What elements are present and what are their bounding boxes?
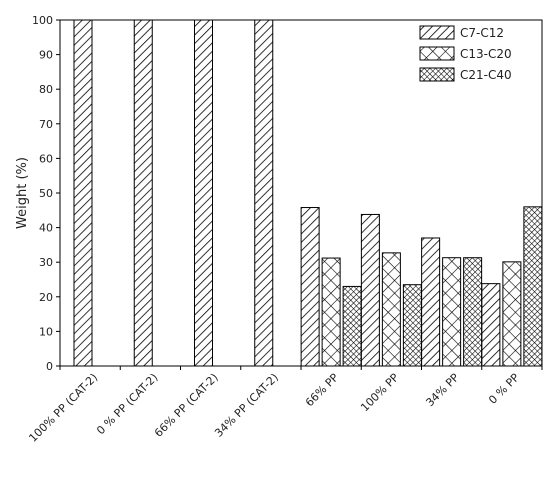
- y-tick-label: 10: [39, 325, 53, 338]
- legend-label-c13-c20: C13-C20: [460, 47, 512, 61]
- y-tick-label: 60: [39, 152, 53, 165]
- bar-c13-c20-7: [502, 261, 522, 367]
- bar-c21-c40-7: [523, 206, 543, 367]
- bar-c21-c40-4: [342, 285, 362, 367]
- x-tick-label: 100% PP: [358, 371, 402, 415]
- y-tick-label: 90: [39, 49, 53, 62]
- legend-swatch-c21-c40: [419, 67, 455, 82]
- y-tick-label: 40: [39, 222, 53, 235]
- x-tick-label: 0 % PP: [486, 371, 522, 407]
- bar-c7-c12-3: [254, 19, 274, 367]
- bar-c7-c12-0: [73, 19, 93, 367]
- legend-label-c7-c12: C7-C12: [460, 26, 504, 40]
- bar-c7-c12-5: [360, 213, 380, 367]
- bar-c7-c12-1: [133, 19, 153, 367]
- x-tick-label: 66% PP (CAT-2): [152, 371, 221, 440]
- bar-c7-c12-6: [421, 237, 441, 367]
- bar-c13-c20-4: [321, 257, 341, 367]
- bar-c21-c40-6: [463, 257, 483, 367]
- y-axis-title: Weight (%): [15, 157, 30, 229]
- bar-c13-c20-5: [381, 252, 401, 367]
- y-tick-label: 100: [32, 14, 53, 27]
- bar-c7-c12-7: [481, 283, 501, 367]
- bar-c13-c20-6: [442, 257, 462, 367]
- x-tick-label: 100% PP (CAT-2): [26, 371, 100, 445]
- legend-swatch-c7-c12: [419, 25, 455, 40]
- legend: C7-C12 C13-C20 C21-C40: [419, 25, 512, 82]
- y-tick-label: 50: [39, 187, 53, 200]
- bar-c7-c12-2: [194, 19, 213, 367]
- bar-c7-c12-4: [300, 207, 320, 367]
- bar-c21-c40-5: [402, 284, 422, 367]
- y-tick-label: 20: [39, 291, 53, 304]
- x-tick-label: 66% PP: [303, 371, 342, 410]
- y-axis: 0 10 20 30 40 50 60 70 80 90 100: [32, 14, 60, 373]
- x-tick-label: 34% PP: [423, 371, 462, 410]
- y-tick-label: 80: [39, 83, 53, 96]
- x-tick-label: 0 % PP (CAT-2): [94, 371, 160, 437]
- x-axis: 100% PP (CAT-2)0 % PP (CAT-2)66% PP (CAT…: [26, 366, 543, 445]
- y-tick-label: 70: [39, 118, 53, 131]
- legend-swatch-c13-c20: [419, 46, 455, 61]
- y-tick-label: 0: [46, 360, 53, 373]
- bars-group: [73, 19, 543, 367]
- y-tick-label: 30: [39, 256, 53, 269]
- x-tick-label: 34% PP (CAT-2): [212, 371, 281, 440]
- legend-label-c21-c40: C21-C40: [460, 68, 512, 82]
